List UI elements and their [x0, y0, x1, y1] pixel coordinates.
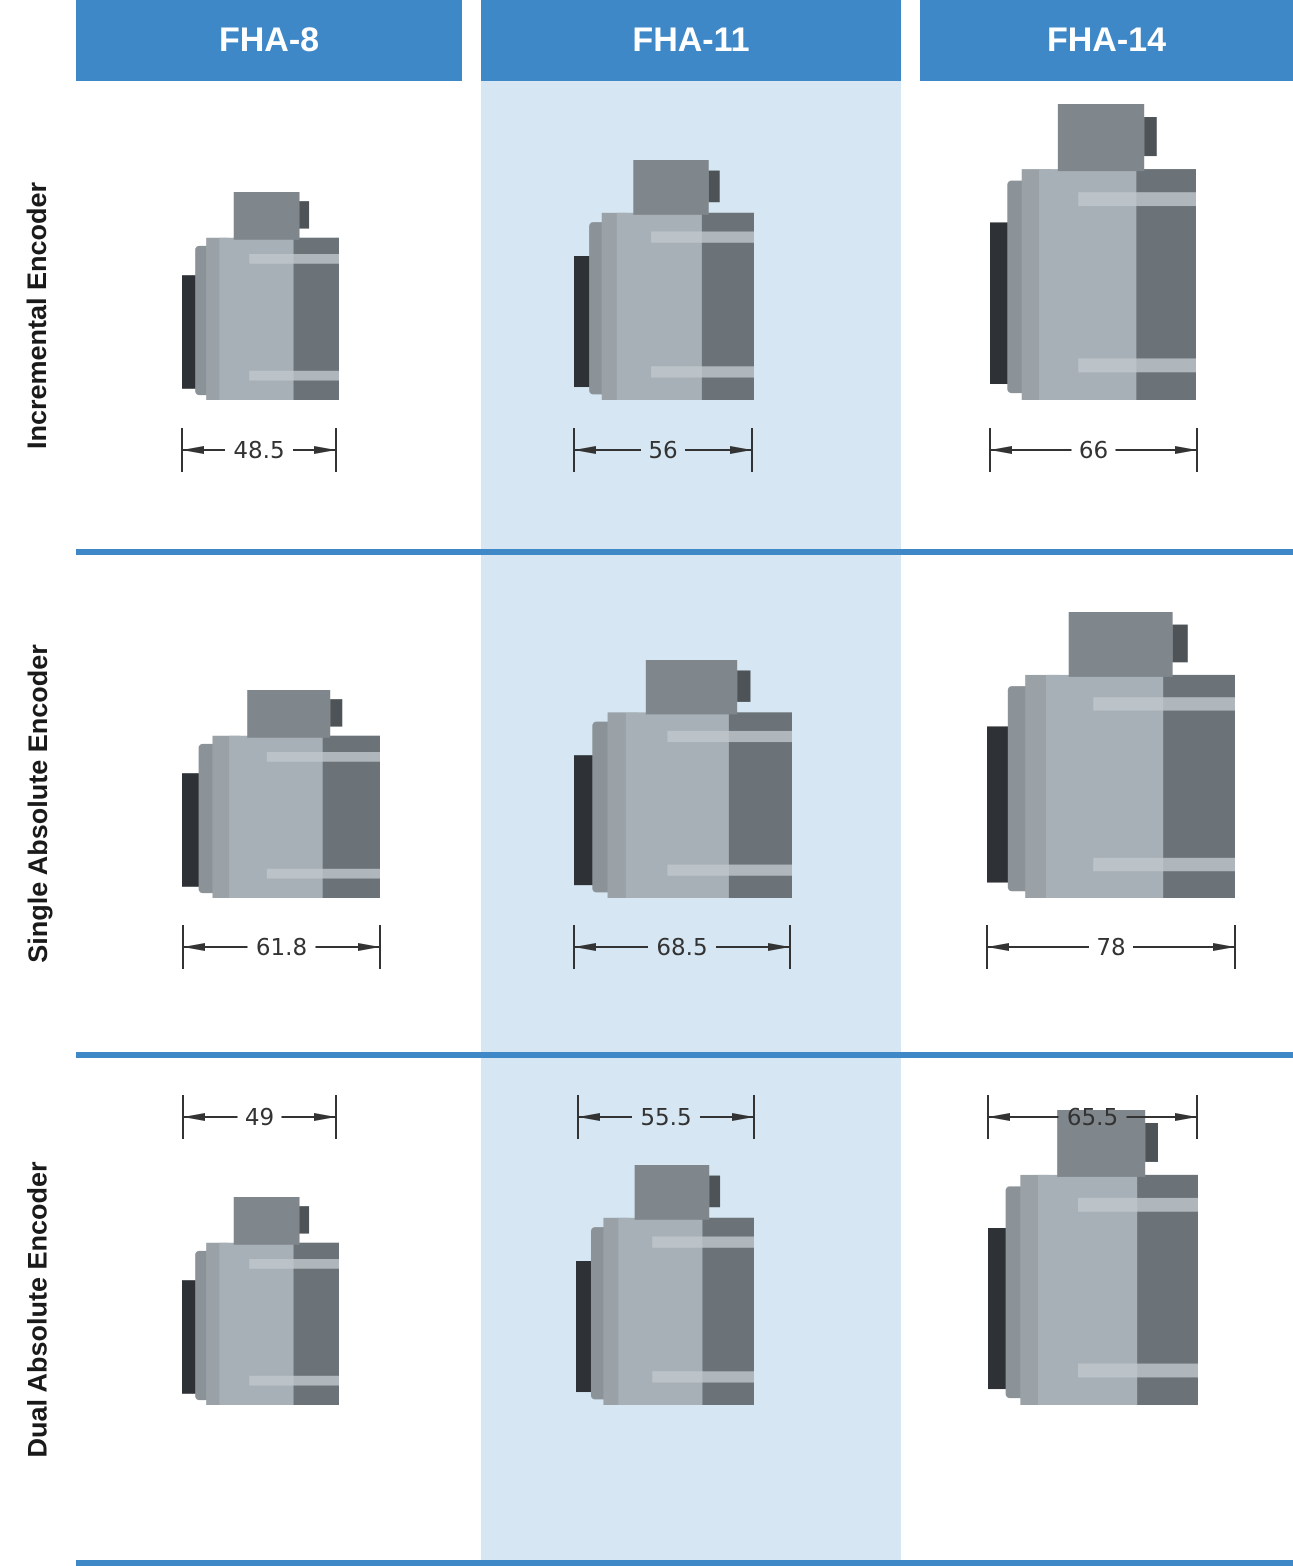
dimension-annotation: 49: [182, 1095, 337, 1139]
actuator-icon: [990, 104, 1196, 400]
dimension-arrow-icon: [716, 943, 790, 951]
actuator-icon: [574, 160, 754, 400]
dimension-arrow-icon: [574, 446, 641, 454]
dimension-value: 56: [648, 438, 677, 464]
dimension-arrow-icon: [987, 943, 1089, 951]
column-header-fha-14: FHA-14: [920, 0, 1293, 81]
dimension-value: 48.5: [233, 438, 284, 464]
actuator-icon: [574, 660, 792, 898]
dimension-arrow-icon: [315, 943, 380, 951]
dimension-arrow-icon: [988, 1113, 1059, 1121]
dimension-arrow-icon: [1133, 943, 1235, 951]
row-divider: [76, 549, 1293, 555]
dimension-annotation: 48.5: [181, 428, 337, 472]
dimension-value: 49: [245, 1105, 274, 1131]
dimension-annotation: 55.5: [577, 1095, 755, 1139]
dimension-value: 66: [1079, 438, 1108, 464]
dimension-arrow-icon: [700, 1113, 754, 1121]
actuator-icon: [182, 192, 339, 400]
row-divider: [76, 1052, 1293, 1058]
dimension-arrow-icon: [1126, 1113, 1197, 1121]
dimension-arrow-icon: [293, 446, 336, 454]
dimension-value: 61.8: [256, 935, 307, 961]
dimension-arrow-icon: [685, 446, 752, 454]
dimension-annotation: 61.8: [182, 925, 381, 969]
actuator-icon: [988, 1110, 1198, 1405]
dimension-value: 68.5: [656, 935, 707, 961]
dimension-annotation: 78: [986, 925, 1236, 969]
dimension-arrow-icon: [1115, 446, 1197, 454]
actuator-icon: [182, 1197, 339, 1405]
dimension-annotation: 68.5: [573, 925, 791, 969]
dimension-arrow-icon: [183, 943, 248, 951]
actuator-icon: [576, 1165, 754, 1405]
dimension-arrow-icon: [183, 1113, 238, 1121]
dimension-value: 78: [1096, 935, 1125, 961]
dimension-arrow-icon: [990, 446, 1072, 454]
actuator-icon: [182, 690, 380, 898]
column-header-fha-11: FHA-11: [481, 0, 901, 81]
dimension-annotation: 65.5: [987, 1095, 1198, 1139]
dimension-arrow-icon: [182, 446, 225, 454]
actuator-icon: [987, 612, 1235, 898]
dimension-arrow-icon: [281, 1113, 336, 1121]
dimension-value: 55.5: [640, 1105, 691, 1131]
dimension-arrow-icon: [574, 943, 648, 951]
dimension-annotation: 66: [989, 428, 1198, 472]
dimension-annotation: 56: [573, 428, 753, 472]
column-header-fha-8: FHA-8: [76, 0, 462, 81]
row-divider: [76, 1560, 1293, 1566]
dimension-arrow-icon: [578, 1113, 632, 1121]
dimension-value: 65.5: [1067, 1105, 1118, 1131]
